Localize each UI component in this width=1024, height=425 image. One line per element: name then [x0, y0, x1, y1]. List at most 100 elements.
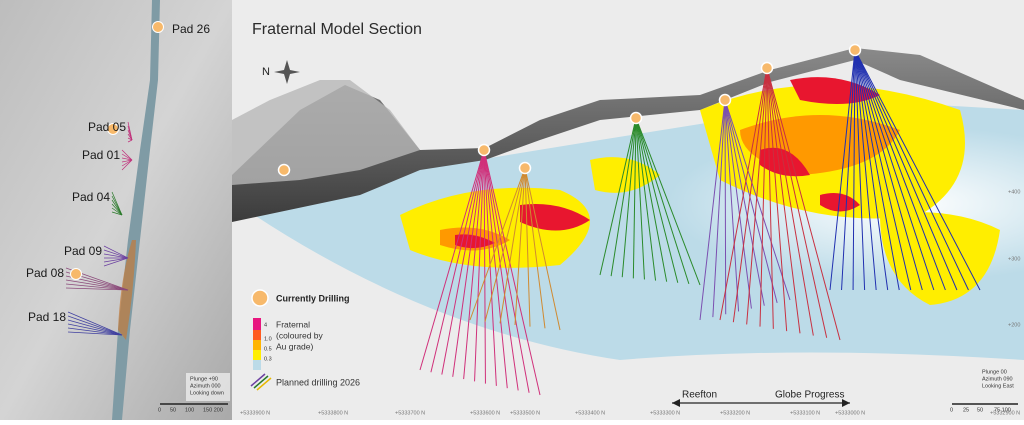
drill-hole	[635, 117, 657, 281]
plan-drill-hole	[127, 129, 133, 141]
drill-hole	[854, 49, 958, 291]
drill-hole	[599, 117, 637, 276]
grade-step: 4	[264, 322, 267, 328]
drill-hole	[854, 49, 912, 291]
plan-drill-hole	[67, 311, 123, 336]
northing-label: +5333500 N	[510, 410, 540, 416]
drill-hole	[854, 49, 946, 291]
northing-label: +5333900 N	[240, 410, 270, 416]
drill-hole	[854, 49, 889, 291]
drill-hole	[483, 149, 486, 384]
plan-drill-hole	[127, 137, 133, 141]
scale-label: 50	[170, 407, 176, 413]
northing-label: +5333100 N	[790, 410, 820, 416]
pad-label: Pad 01	[82, 148, 120, 162]
northing-label: +5333000 N	[835, 410, 865, 416]
plan-drill-hole	[103, 245, 129, 259]
plan-drill-hole	[111, 203, 123, 216]
pad-marker	[718, 93, 732, 107]
grade-step: 0.3	[264, 356, 272, 362]
scale-label: 50	[977, 407, 983, 413]
plan-drill-hole	[121, 159, 133, 171]
drill-hole	[635, 117, 690, 285]
planned-icon	[250, 373, 272, 391]
pad-marker	[760, 61, 774, 75]
view-note: Azimuth 090	[982, 376, 1013, 382]
pad-marker	[152, 21, 164, 33]
grade-swatch	[253, 350, 261, 360]
elevation-label: +300	[1008, 256, 1020, 262]
drill-hole	[746, 67, 768, 325]
scale-label: 25	[963, 407, 969, 413]
plan-drill-hole	[111, 207, 123, 216]
plan-drill-hole	[65, 279, 129, 291]
northing-label: +5332900 N	[990, 410, 1020, 416]
drill-hole	[766, 67, 801, 334]
grade-step: 0.5	[264, 346, 272, 352]
grade-swatch	[253, 330, 261, 340]
drill-hole	[635, 117, 701, 286]
drill-hole	[724, 99, 752, 309]
drill-hole	[514, 167, 526, 326]
plan-drill-hole	[121, 149, 133, 161]
grade-swatch	[253, 340, 261, 350]
drill-hole	[635, 117, 668, 282]
drill-hole	[469, 167, 526, 321]
drill-hole	[829, 49, 856, 291]
drill-hole	[524, 167, 546, 329]
drill-hole	[699, 99, 726, 321]
drill-hole	[854, 49, 935, 291]
pad-label: Pad 09	[64, 244, 102, 258]
scale-label: 100	[185, 407, 194, 413]
drill-hole	[724, 99, 727, 315]
grade-swatch	[253, 360, 261, 370]
grade-shells	[400, 77, 1000, 305]
pad-marker	[277, 163, 291, 177]
view-note: Plunge 00	[982, 369, 1007, 375]
northing-label: +5333200 N	[720, 410, 750, 416]
drill-hole	[759, 67, 768, 327]
drill-hole	[483, 149, 541, 396]
plan-drill-hole	[67, 315, 123, 336]
plan-drill-hole	[67, 331, 123, 336]
pad-label: Pad 26	[172, 22, 210, 36]
plan-drill-hole	[127, 133, 133, 141]
grade-step: 1.0	[264, 336, 272, 342]
drill-hole	[854, 49, 877, 291]
view-note: Plunge +90	[190, 376, 218, 382]
drill-hole	[854, 49, 900, 291]
pad-label: Pad 05	[88, 120, 126, 134]
plan-drill-hole	[67, 327, 123, 336]
direction-label: Globe Progress	[775, 390, 844, 401]
drill-hole	[766, 67, 814, 336]
drill-hole	[452, 149, 485, 377]
view-note: Azimuth 000	[190, 383, 221, 389]
drill-hole	[483, 149, 519, 391]
view-note: Looking East	[982, 383, 1014, 389]
plan-drill-hole	[111, 199, 123, 216]
drill-hole	[484, 167, 526, 322]
scale-label: 150 200	[203, 407, 223, 413]
plan-drill-hole	[65, 287, 129, 291]
scale-label: 75 100	[994, 407, 1011, 413]
drill-hole	[635, 117, 679, 283]
view-note: Looking down	[190, 390, 224, 396]
pad-marker	[477, 143, 491, 157]
pad-label: Pad 04	[72, 190, 110, 204]
plan-drill-hole	[103, 257, 129, 267]
drill-hole	[854, 49, 981, 291]
section-title: Fraternal Model Section	[252, 21, 422, 38]
drill-hole	[430, 149, 485, 373]
drill-hole	[852, 49, 856, 291]
drill-hole	[724, 99, 765, 306]
drill-hole	[766, 67, 828, 338]
legend-label: Au grade)	[276, 341, 313, 351]
plan-drill-hole	[65, 283, 129, 291]
northing-label: +5333700 N	[395, 410, 425, 416]
pad-marker	[70, 268, 82, 280]
plan-drill-hole	[121, 153, 133, 161]
drill-hole	[632, 117, 637, 279]
plan-drill-hole	[111, 195, 123, 216]
plan-drill-hole	[121, 159, 133, 167]
